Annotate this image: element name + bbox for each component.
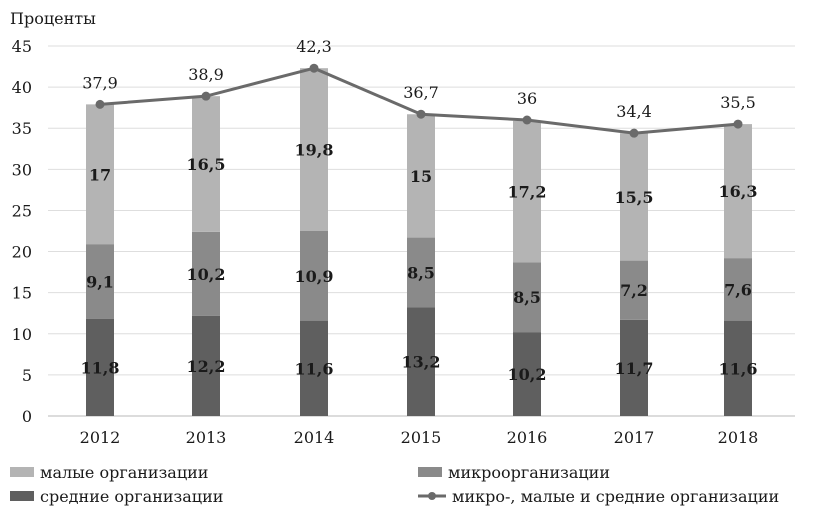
y-tick-label: 45: [12, 37, 32, 56]
segment-label: 10,9: [295, 267, 334, 286]
segment-label: 13,2: [402, 353, 441, 372]
segment-label: 11,8: [81, 358, 120, 377]
bar-segment: [192, 96, 220, 232]
bar-segment: [724, 258, 752, 321]
segment-label: 10,2: [187, 265, 226, 284]
total-label: 38,9: [188, 65, 224, 84]
legend-swatch: [10, 491, 34, 501]
bar-segment: [407, 307, 435, 416]
total-line-point: [416, 109, 426, 119]
y-tick-label: 40: [12, 78, 32, 97]
total-label: 35,5: [720, 93, 756, 112]
x-tick-label: 2016: [507, 428, 548, 447]
segment-label: 15: [410, 167, 432, 186]
bar-segment: [86, 244, 114, 319]
bar-segment: [86, 318, 114, 416]
segment-label: 7,2: [620, 281, 648, 300]
bar-segment: [300, 68, 328, 231]
bar-segment: [513, 120, 541, 263]
bar-segment: [300, 320, 328, 416]
total-label: 36: [517, 89, 537, 108]
bar-segment: [192, 315, 220, 416]
y-tick-label: 30: [12, 160, 32, 179]
total-line-point: [629, 128, 639, 138]
y-tick-label: 0: [22, 407, 32, 426]
bar-segment: [724, 124, 752, 259]
y-tick-label: 5: [22, 366, 32, 385]
y-tick-label: 10: [12, 325, 32, 344]
x-axis-ticks: 2012 2013 2014 2015 2016 2017 2018: [80, 428, 759, 447]
bar-segment: [86, 104, 114, 245]
total-label: 34,4: [616, 102, 652, 121]
total-line-point: [95, 99, 105, 109]
bar-segment: [192, 231, 220, 316]
total-line-point: [733, 119, 743, 129]
y-tick-label: 25: [12, 201, 32, 220]
segment-label: 11,6: [719, 359, 758, 378]
bar-segment: [407, 237, 435, 308]
segment-label: 16,3: [719, 182, 758, 201]
x-tick-label: 2012: [80, 428, 121, 447]
total-label: 42,3: [296, 37, 332, 56]
segment-label: 8,5: [513, 288, 541, 307]
legend-label: микро-, малые и средние организации: [452, 487, 779, 506]
y-tick-label: 20: [12, 243, 32, 262]
legend-swatch: [418, 467, 442, 477]
bar-segment: [300, 231, 328, 321]
bars: [86, 68, 752, 416]
y-axis-ticks: 0 5 10 15 20 25 30 35 40 45: [12, 37, 32, 426]
total-label: 36,7: [403, 83, 439, 102]
segment-label: 17,2: [508, 183, 547, 202]
segment-label: 12,2: [187, 357, 226, 376]
y-tick-label: 15: [12, 284, 32, 303]
segment-label: 10,2: [508, 365, 547, 384]
legend-label: микроорганизации: [448, 463, 610, 482]
bar-segment: [724, 320, 752, 416]
total-label: 37,9: [82, 73, 118, 92]
bar-segment: [620, 260, 648, 320]
segment-labels: 11,8 9,1 17 12,2 10,2 16,5 11,6 10,9 19,8 13,2 8,5…: [81, 141, 758, 384]
x-tick-label: 2013: [186, 428, 227, 447]
segment-label: 9,1: [86, 273, 114, 292]
bar-segment: [513, 262, 541, 333]
legend: малые организации микроорганизации средние…: [10, 463, 779, 506]
segment-label: 8,5: [407, 264, 435, 283]
segment-label: 11,7: [615, 359, 654, 378]
segment-label: 15,5: [615, 188, 654, 207]
total-line-point: [201, 91, 211, 101]
legend-line-marker: [428, 492, 436, 500]
x-tick-label: 2017: [614, 428, 655, 447]
segment-label: 19,8: [295, 141, 334, 160]
x-tick-label: 2014: [294, 428, 335, 447]
bar-segment: [620, 319, 648, 416]
total-line: 37,9 38,9 42,3 36,7 36 34,4 35,5: [82, 37, 756, 138]
legend-label: средние организации: [40, 487, 223, 506]
segment-label: 7,6: [724, 280, 752, 299]
y-axis-label: Проценты: [10, 9, 96, 28]
bar-segment: [407, 114, 435, 238]
legend-label: малые организации: [40, 463, 208, 482]
segment-label: 16,5: [187, 155, 226, 174]
total-line-point: [522, 115, 532, 125]
x-tick-label: 2015: [401, 428, 442, 447]
bar-segment: [513, 332, 541, 416]
segment-label: 11,6: [295, 359, 334, 378]
bar-segment: [620, 133, 648, 261]
legend-swatch: [10, 467, 34, 477]
total-line-point: [309, 63, 319, 73]
y-tick-label: 35: [12, 119, 32, 138]
segment-label: 17: [89, 165, 111, 184]
x-tick-label: 2018: [718, 428, 759, 447]
